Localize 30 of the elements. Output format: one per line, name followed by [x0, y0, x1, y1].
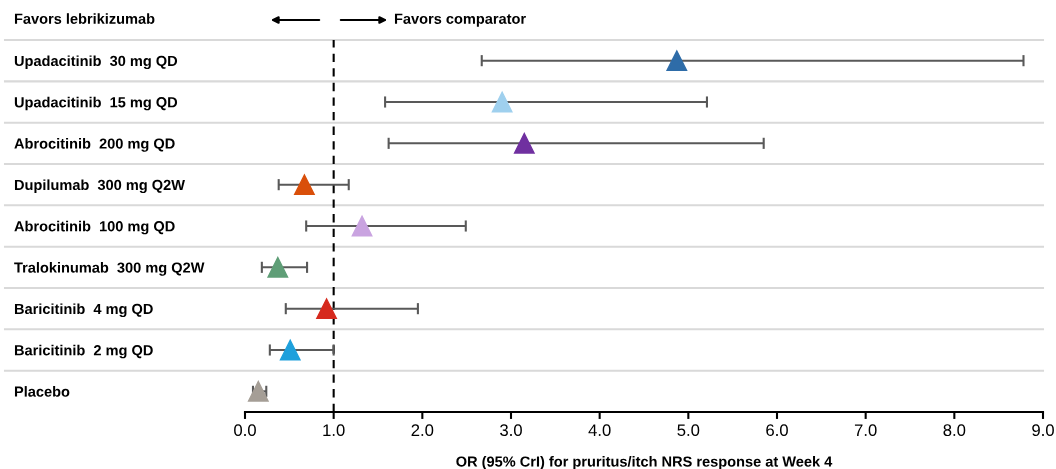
point [491, 91, 513, 113]
point [279, 339, 301, 361]
y-tick-label: Upadacitinib 30 mg QD [14, 55, 178, 70]
x-tick-label: 2.0 [411, 424, 434, 437]
y-tick-label: Tralokinumab 300 mg Q2W [14, 262, 205, 276]
y-tick-label: Placebo [14, 386, 70, 397]
x-tick-label: 6.0 [766, 424, 788, 437]
x-tick-label: 7.0 [854, 424, 877, 437]
x-tick-label: 8.0 [943, 424, 966, 437]
x-axis-title: OR (95% CrI) for pruritus/itch NRS response at Week 4 [456, 456, 833, 469]
x-tick-label: 0.0 [234, 424, 256, 437]
y-tick-label: Baricitinib 4 mg QD [14, 303, 153, 318]
y-tick-label: Upadacitinib 15 mg QD [14, 96, 178, 111]
x-tick-label: 9.0 [1032, 424, 1054, 437]
x-tick-label: 5.0 [677, 424, 700, 437]
point [293, 174, 315, 196]
y-tick-label: Abrocitinib 100 mg QD [14, 220, 175, 235]
text: Favors comparator [394, 13, 526, 27]
y-tick-label: Abrocitinib 200 mg QD [14, 138, 175, 152]
x-tick-label: 3.0 [500, 424, 522, 437]
point [666, 50, 688, 72]
point [316, 298, 337, 320]
y-tick-label: Baricitinib 2 mg QD [14, 344, 153, 359]
x-tick-label: 4.0 [588, 424, 611, 437]
y-tick-label: Dupilumab 300 mg Q2W [14, 179, 185, 194]
point [351, 215, 373, 237]
point [513, 132, 535, 154]
x-tick-label: 1.0 [323, 424, 345, 437]
point [267, 256, 289, 278]
text: Favors lebrikizumab [14, 13, 155, 24]
